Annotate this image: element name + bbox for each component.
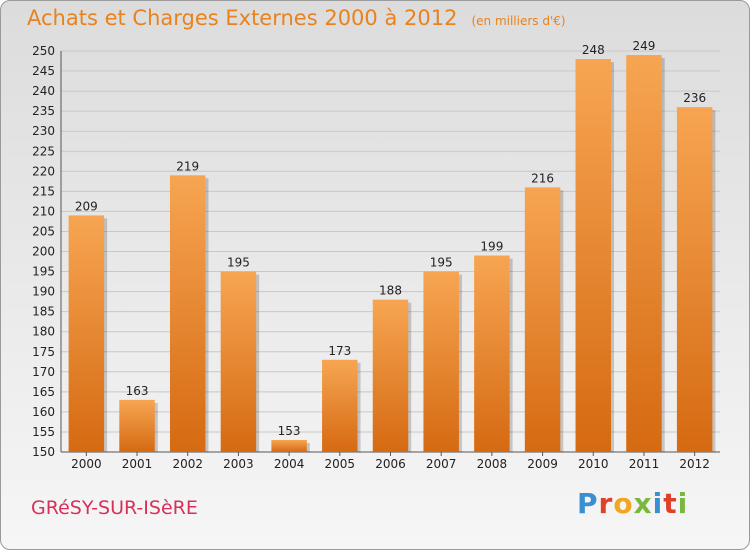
y-tick-label: 240 xyxy=(32,84,55,98)
x-tick-label: 2000 xyxy=(71,457,102,471)
logo-letter: P xyxy=(577,487,599,520)
x-tick-label: 2003 xyxy=(223,457,254,471)
x-tick-label: 2012 xyxy=(679,457,710,471)
x-tick-label: 2009 xyxy=(527,457,558,471)
proxiti-logo[interactable]: Proxiti xyxy=(577,487,688,520)
logo-letter: t xyxy=(663,487,678,520)
y-tick-label: 185 xyxy=(32,305,55,319)
labels: 209 2000 163 2001 219 2002 195 2003 153 2004 173 20… xyxy=(71,39,710,471)
y-tick-label: 230 xyxy=(32,124,55,138)
bar xyxy=(676,107,713,452)
x-tick-label: 2004 xyxy=(274,457,305,471)
y-tick-label: 155 xyxy=(32,425,55,439)
x-tick-label: 2005 xyxy=(325,457,356,471)
x-tick-label: 2002 xyxy=(172,457,203,471)
y-tick-label: 210 xyxy=(32,204,55,218)
y-tick-label: 235 xyxy=(32,104,55,118)
bar xyxy=(626,55,662,452)
x-tick-label: 2010 xyxy=(578,457,609,471)
data-label: 188 xyxy=(379,284,402,298)
x-tick-label: 2001 xyxy=(122,457,153,471)
y-tick-label: 190 xyxy=(32,285,55,299)
data-label: 153 xyxy=(278,424,301,438)
chart-title-text: Achats et Charges Externes 2000 à 2012 xyxy=(27,6,458,30)
y-tick-label: 205 xyxy=(32,224,55,238)
y-tick-label: 180 xyxy=(32,325,55,339)
bar xyxy=(423,271,459,452)
data-label: 195 xyxy=(430,256,453,270)
data-label: 199 xyxy=(480,240,503,254)
bar xyxy=(322,359,358,452)
data-label: 248 xyxy=(582,43,605,57)
data-label: 249 xyxy=(633,39,656,53)
bar xyxy=(524,187,561,452)
y-tick-label: 200 xyxy=(32,245,55,259)
logo-letter: i xyxy=(652,487,664,520)
x-tick-label: 2011 xyxy=(629,457,660,471)
y-tick-label: 175 xyxy=(32,345,55,359)
y-tick-label: 250 xyxy=(32,44,55,58)
bars xyxy=(68,55,716,453)
y-tick-label: 165 xyxy=(32,385,55,399)
bar xyxy=(271,439,307,452)
data-label: 219 xyxy=(176,159,199,173)
data-label: 195 xyxy=(227,256,250,270)
data-label: 163 xyxy=(126,384,149,398)
data-label: 236 xyxy=(683,91,706,105)
city-name: GRéSY-SUR-ISèRE xyxy=(31,497,198,519)
x-tick-label: 2008 xyxy=(477,457,508,471)
logo-letter: i xyxy=(677,487,689,520)
y-tick-label: 245 xyxy=(32,64,55,78)
y-tick-label: 195 xyxy=(32,265,55,279)
bar xyxy=(220,271,257,452)
logo-letter: o xyxy=(613,487,634,520)
y-tick-label: 150 xyxy=(32,445,55,459)
bar xyxy=(575,59,612,453)
axes: 150 155 160 165 170 175 180 185 190 195 200 205 210 2… xyxy=(32,44,720,459)
y-tick-label: 220 xyxy=(32,164,55,178)
data-label: 173 xyxy=(328,344,351,358)
x-tick-label: 2007 xyxy=(426,457,457,471)
chart-title: Achats et Charges Externes 2000 à 2012 (e… xyxy=(27,6,566,30)
logo-letter: x xyxy=(633,487,653,520)
bar xyxy=(119,399,155,452)
logo-letter: r xyxy=(598,487,614,520)
bar xyxy=(372,299,409,452)
bar xyxy=(169,175,206,452)
bar xyxy=(68,215,105,452)
chart-unit: (en milliers d'€) xyxy=(471,14,566,28)
x-tick-label: 2006 xyxy=(375,457,406,471)
y-tick-label: 170 xyxy=(32,365,55,379)
y-tick-label: 160 xyxy=(32,405,55,419)
data-label: 216 xyxy=(531,171,554,185)
y-tick-label: 225 xyxy=(32,144,55,158)
bar xyxy=(474,255,510,452)
y-tick-label: 215 xyxy=(32,184,55,198)
data-label: 209 xyxy=(75,199,98,213)
